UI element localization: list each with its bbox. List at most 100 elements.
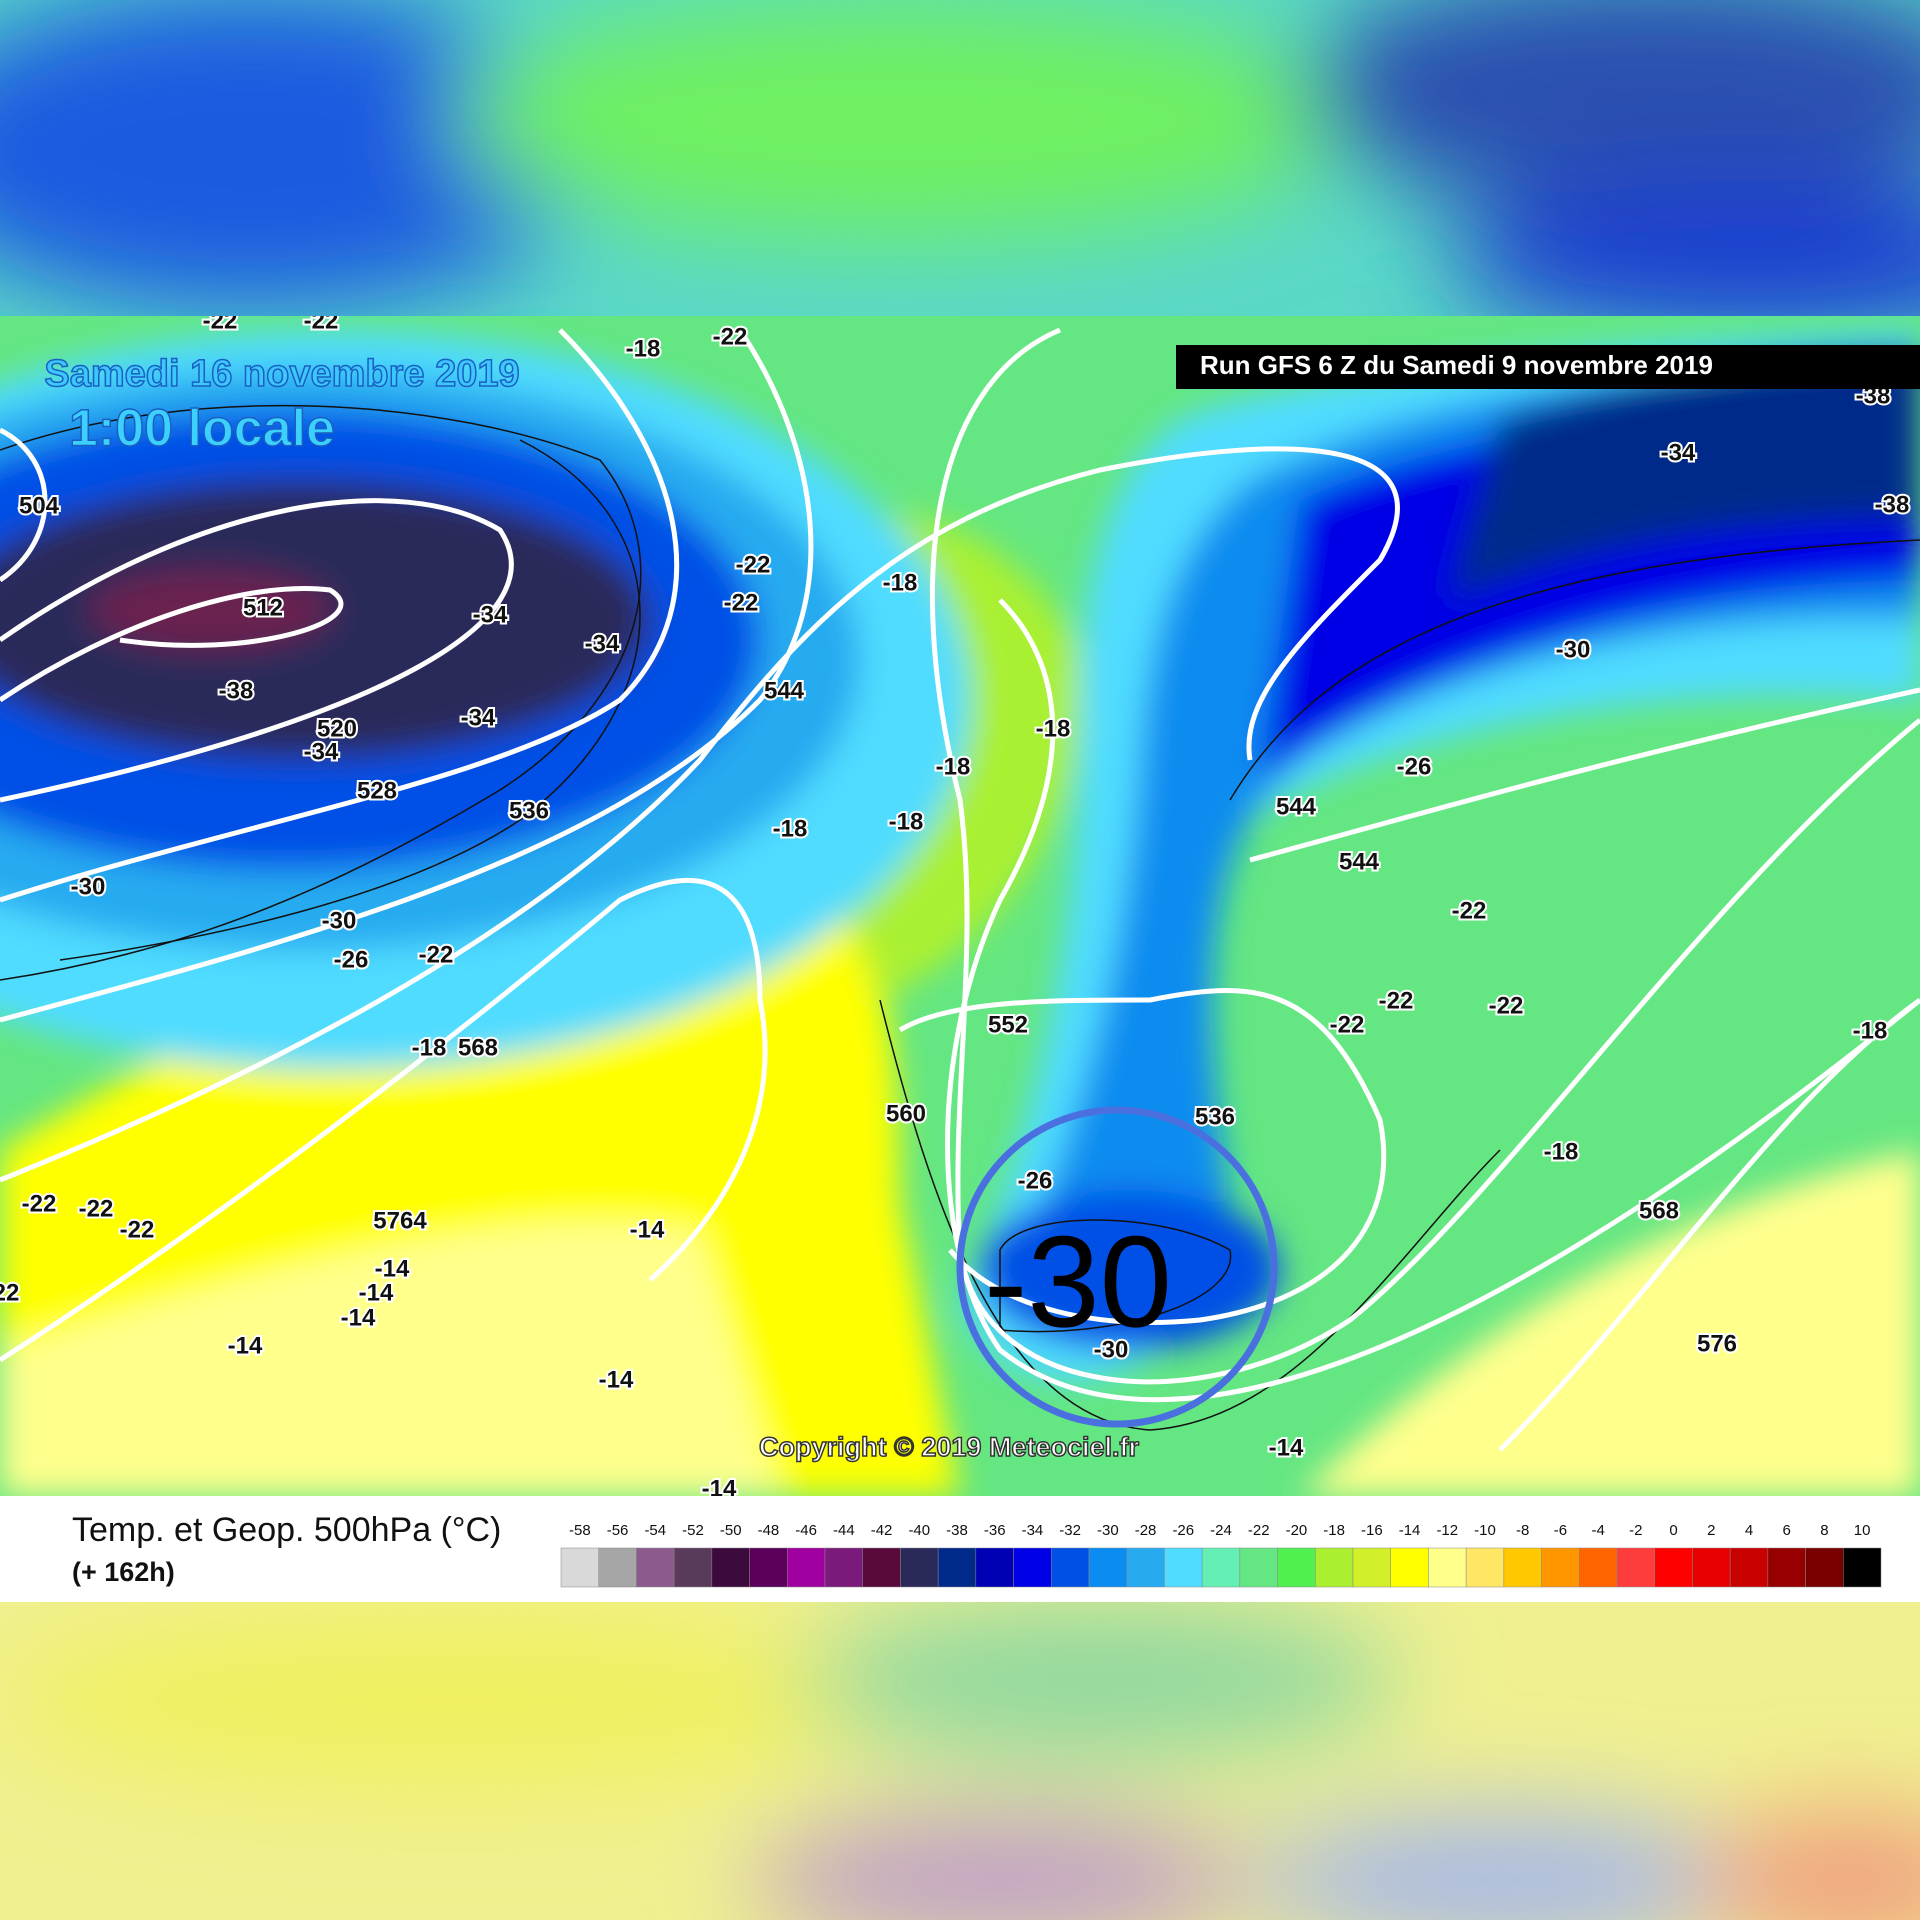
map-label: -26 xyxy=(334,946,369,973)
scale-swatch xyxy=(1051,1547,1090,1588)
scale-label: 2 xyxy=(1707,1522,1715,1539)
scale-swatch xyxy=(1767,1547,1806,1588)
scale-label: -30 xyxy=(1097,1522,1119,1539)
map-label: -14 xyxy=(228,1332,263,1359)
map-label: -26 xyxy=(1397,753,1432,780)
map-label: -22 xyxy=(419,941,454,968)
map-label: 5764 xyxy=(373,1207,427,1234)
blob xyxy=(1450,180,1920,340)
scale-label: -2 xyxy=(1629,1522,1642,1539)
map-label: -34 xyxy=(1661,439,1696,466)
scale-swatch xyxy=(1088,1547,1127,1588)
blur-bottom xyxy=(0,1600,1920,1920)
map-label: -14 xyxy=(359,1279,394,1306)
scale-label: -10 xyxy=(1474,1522,1496,1539)
map-label: -30 xyxy=(1094,1336,1129,1363)
isotherms xyxy=(0,404,1920,1431)
scale-swatch xyxy=(598,1547,637,1588)
map-label: -22 xyxy=(1330,1011,1365,1038)
map-label: -22 xyxy=(120,1216,155,1243)
contour xyxy=(0,585,344,703)
scale-label: -42 xyxy=(871,1522,893,1539)
map-label: 512 xyxy=(243,594,283,621)
map-label: -18 xyxy=(883,569,918,596)
blob xyxy=(750,1810,1250,1920)
contour xyxy=(0,328,814,1023)
map-label: 568 xyxy=(458,1034,498,1061)
isotherm xyxy=(59,439,641,961)
blob xyxy=(0,0,600,310)
scale-swatch xyxy=(1390,1547,1429,1588)
scale-label: -6 xyxy=(1554,1522,1567,1539)
isotherm xyxy=(0,404,642,981)
map-label: -34 xyxy=(473,601,508,628)
map-label: -18 xyxy=(412,1034,447,1061)
blur-top xyxy=(0,0,1920,340)
scale-swatch xyxy=(1843,1547,1882,1588)
map-label: 536 xyxy=(1195,1103,1235,1130)
scale-swatch xyxy=(1013,1547,1052,1588)
fields xyxy=(0,330,1920,1496)
scale-label: -44 xyxy=(833,1522,855,1539)
scale-label: -8 xyxy=(1516,1522,1529,1539)
isotherm xyxy=(1229,539,1920,801)
blob xyxy=(800,1600,1400,1760)
map-label: -14 xyxy=(1269,1434,1304,1461)
scale-label: -52 xyxy=(682,1522,704,1539)
scale-swatch xyxy=(1428,1547,1467,1588)
map-label: -22 xyxy=(1489,992,1524,1019)
scale-swatch xyxy=(1729,1547,1769,1588)
field xyxy=(1450,350,1920,600)
map-label: -30 xyxy=(1556,636,1591,663)
blob xyxy=(1700,1810,1920,1920)
scale-label: -38 xyxy=(946,1522,968,1539)
blob xyxy=(1250,1810,1750,1920)
scale-swatch xyxy=(1164,1547,1203,1588)
scale-swatch xyxy=(1541,1547,1580,1588)
legend-title: Temp. et Geop. 500hPa (°C) xyxy=(72,1511,501,1549)
map-label: 528 xyxy=(357,777,397,804)
scale-label: -54 xyxy=(644,1522,666,1539)
blob xyxy=(0,1610,900,1790)
annotation: -30 xyxy=(984,1208,1172,1354)
map-label: -14 xyxy=(702,1475,737,1502)
map-label: -18 xyxy=(936,753,971,780)
contour xyxy=(1498,997,1920,1452)
lead-time: (+ 162h) xyxy=(72,1557,175,1587)
scale-label: -48 xyxy=(758,1522,780,1539)
scale-swatch xyxy=(749,1547,788,1588)
scale-label: -20 xyxy=(1286,1522,1308,1539)
isotherm xyxy=(879,999,1501,1431)
map-label: -22 xyxy=(713,323,748,350)
map-label: -22 xyxy=(724,589,759,616)
blur-shapes xyxy=(0,1600,1920,1920)
map-label: 22 xyxy=(0,1279,19,1306)
map-label: -18 xyxy=(1544,1138,1579,1165)
map-label: -38 xyxy=(219,677,254,704)
map-label: -18 xyxy=(773,815,808,842)
scale-swatch xyxy=(1352,1547,1391,1588)
map-label: -34 xyxy=(304,738,339,765)
scale-swatch xyxy=(1805,1547,1844,1588)
map-label: -14 xyxy=(630,1216,665,1243)
map-label: -18 xyxy=(889,808,924,835)
scale-swatch xyxy=(673,1547,713,1588)
map-label: 544 xyxy=(1339,848,1380,875)
scale-swatch xyxy=(787,1547,826,1588)
scale-label: -32 xyxy=(1059,1522,1081,1539)
scale-label: -4 xyxy=(1591,1522,1604,1539)
contour xyxy=(0,446,1400,1183)
scale-swatch xyxy=(560,1547,599,1588)
scale-label: -34 xyxy=(1022,1522,1044,1539)
blob xyxy=(1300,0,1920,210)
isotherm xyxy=(999,1219,1232,1333)
map-label: 568 xyxy=(1639,1197,1679,1224)
scale-label: -18 xyxy=(1323,1522,1345,1539)
scale-swatch xyxy=(1465,1547,1505,1588)
valid-date: Samedi 16 novembre 2019 xyxy=(44,353,519,395)
map-label: -14 xyxy=(599,1366,634,1393)
map-label: -18 xyxy=(1853,1017,1888,1044)
scale-swatch xyxy=(937,1547,977,1588)
scale-label: -26 xyxy=(1172,1522,1194,1539)
